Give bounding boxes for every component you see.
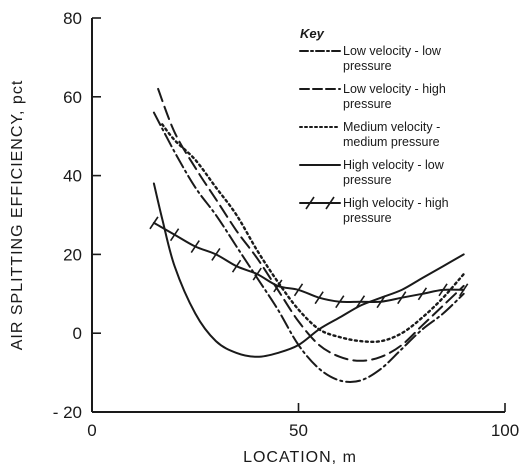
series-line	[152, 221, 465, 303]
series-marker	[293, 283, 304, 297]
legend-title: Key	[300, 26, 325, 41]
series-line	[161, 123, 465, 344]
series-line	[152, 182, 465, 358]
series-marker	[190, 240, 200, 253]
legend-label: Low velocity - high	[343, 82, 446, 96]
series-marker	[417, 287, 428, 301]
y-axis-title: AIR SPLITTING EFFICIENCY, pct	[9, 80, 26, 351]
series-marker	[397, 291, 407, 305]
series-line	[152, 111, 465, 383]
legend-item: Medium velocity -medium pressure	[299, 120, 440, 149]
series-marker	[459, 283, 469, 297]
series-3	[161, 123, 465, 344]
legend-label: High velocity - low	[343, 158, 445, 172]
series-marker	[335, 295, 345, 309]
legend-label: pressure	[343, 97, 392, 111]
legend-label: pressure	[343, 59, 392, 73]
plot-area	[91, 18, 505, 413]
axis-ticks: - 20 0 20 40 60 80 0 50 100	[53, 9, 519, 440]
x-tick-label: 100	[491, 421, 519, 440]
x-tick-label: 0	[87, 421, 96, 440]
y-tick-label: 20	[63, 245, 82, 264]
series-marker	[273, 279, 283, 293]
series-marker	[314, 291, 324, 305]
series-marker	[149, 216, 159, 230]
legend-label: medium pressure	[343, 135, 440, 149]
series-marker	[169, 228, 180, 242]
y-tick-label: 40	[63, 167, 82, 186]
legend-label: pressure	[343, 211, 392, 225]
legend-label: pressure	[343, 173, 392, 187]
series-marker	[376, 295, 386, 309]
x-tick-label: 50	[289, 421, 308, 440]
series-5	[149, 216, 469, 309]
legend-swatch-marker	[305, 196, 315, 210]
legend-label: Medium velocity -	[343, 120, 440, 134]
y-tick-label: 60	[63, 88, 82, 107]
series-marker	[231, 259, 242, 273]
series-2	[157, 87, 465, 362]
series-layer	[149, 87, 469, 383]
series-1	[152, 111, 465, 383]
legend-label: Low velocity - low	[343, 44, 442, 58]
series-marker	[438, 283, 448, 297]
y-tick-label: 0	[73, 324, 82, 343]
series-marker	[252, 267, 262, 281]
y-tick-label: 80	[63, 9, 82, 28]
legend-swatch-marker	[325, 196, 335, 210]
series-4	[152, 182, 465, 358]
y-tick-label: - 20	[53, 403, 82, 422]
series-marker	[355, 295, 366, 309]
x-axis-title: LOCATION, m	[243, 449, 357, 466]
series-marker	[211, 247, 221, 261]
series-line	[157, 87, 465, 362]
legend-label: High velocity - high	[343, 196, 449, 210]
